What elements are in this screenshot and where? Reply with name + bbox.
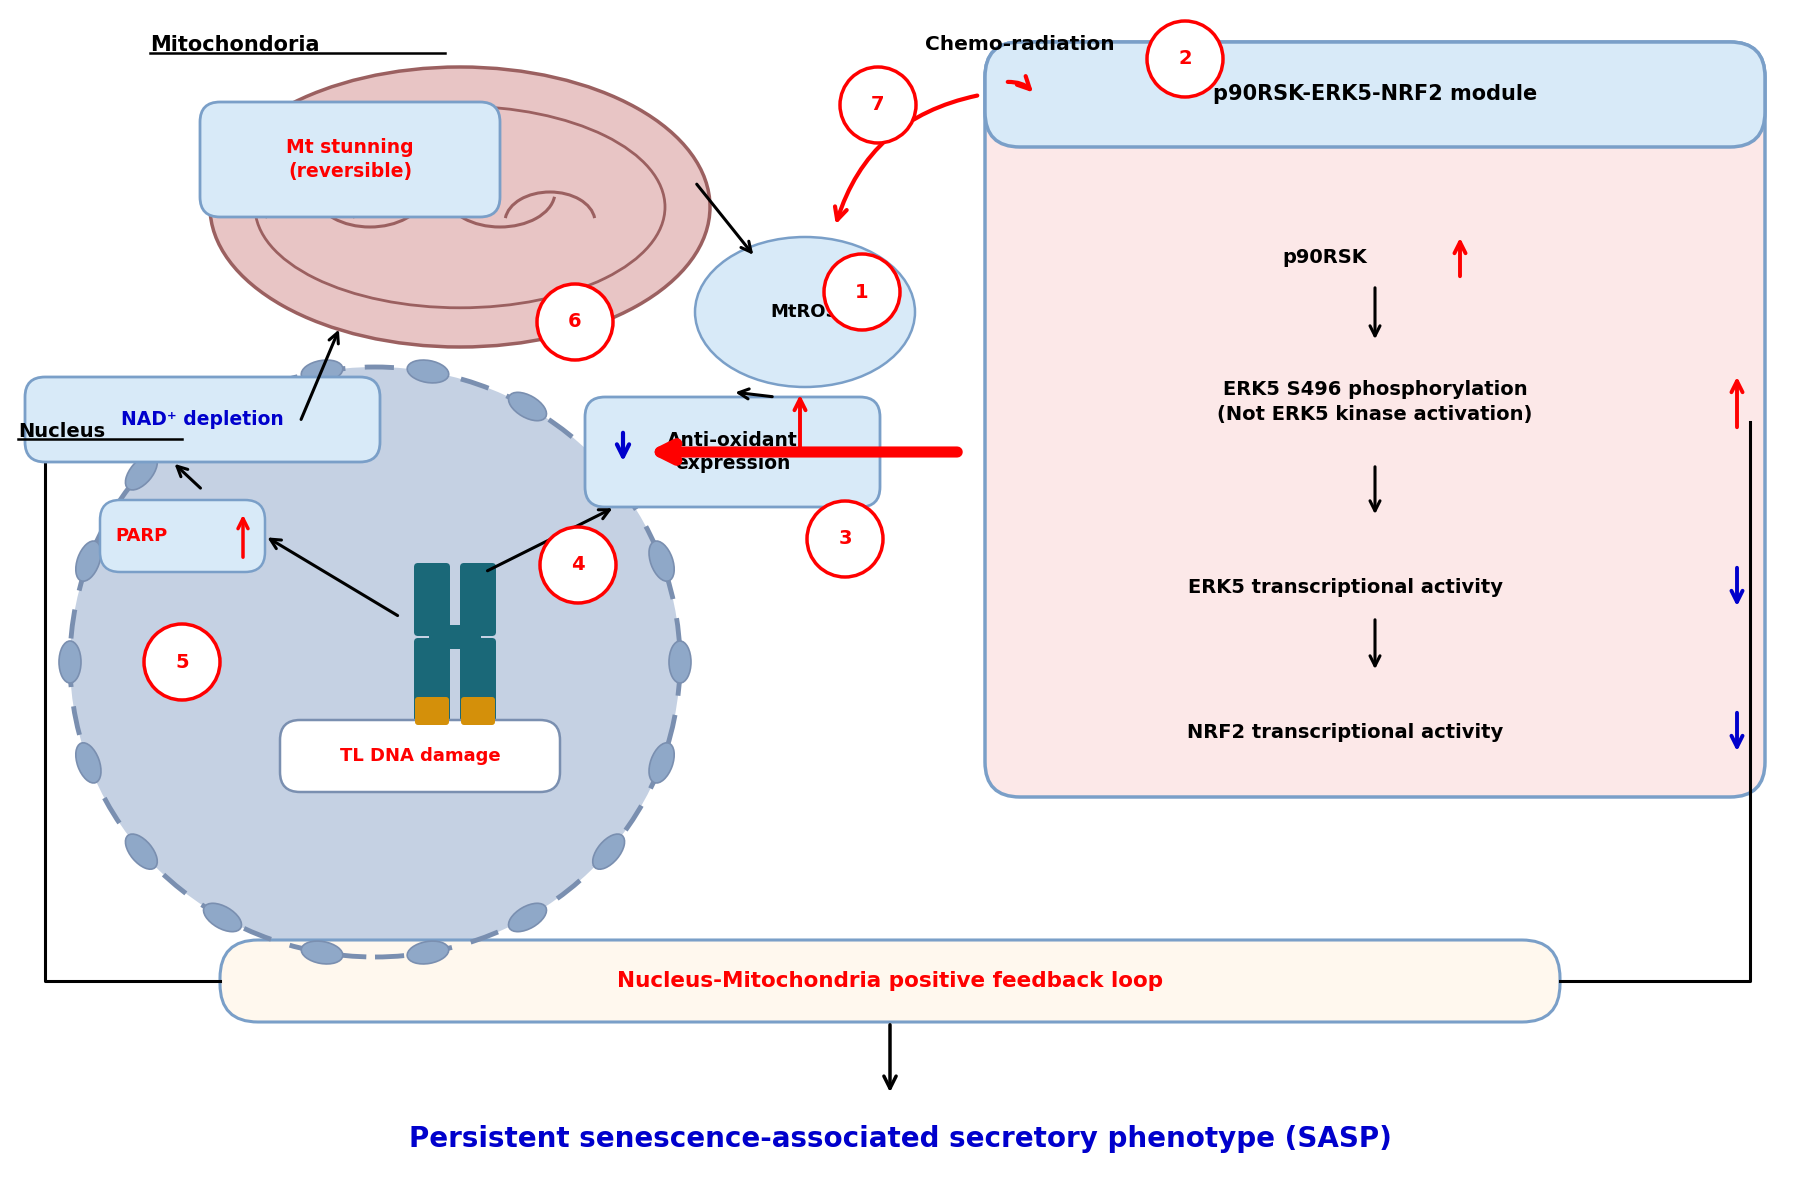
FancyBboxPatch shape	[985, 42, 1766, 147]
Ellipse shape	[203, 392, 241, 420]
Text: Nucleus: Nucleus	[18, 423, 104, 441]
Text: 3: 3	[839, 530, 851, 548]
Text: PARP: PARP	[115, 527, 167, 545]
Text: p90RSK-ERK5-NRF2 module: p90RSK-ERK5-NRF2 module	[1213, 85, 1537, 105]
Text: 4: 4	[571, 556, 585, 574]
Ellipse shape	[126, 834, 157, 869]
Ellipse shape	[76, 541, 101, 581]
Circle shape	[806, 501, 884, 577]
Ellipse shape	[203, 903, 241, 932]
Ellipse shape	[650, 541, 675, 581]
Ellipse shape	[407, 360, 448, 383]
Text: ERK5 transcriptional activity: ERK5 transcriptional activity	[1188, 578, 1503, 597]
FancyBboxPatch shape	[461, 638, 497, 726]
Circle shape	[540, 527, 616, 603]
Ellipse shape	[509, 903, 547, 932]
FancyBboxPatch shape	[585, 397, 880, 507]
FancyBboxPatch shape	[461, 563, 497, 636]
Ellipse shape	[211, 67, 709, 347]
Ellipse shape	[70, 367, 680, 957]
Ellipse shape	[650, 743, 675, 783]
Ellipse shape	[509, 392, 547, 420]
Circle shape	[1147, 21, 1222, 97]
Ellipse shape	[695, 237, 914, 387]
FancyBboxPatch shape	[416, 697, 448, 725]
Text: MtROS: MtROS	[770, 302, 839, 321]
FancyBboxPatch shape	[281, 720, 560, 792]
Ellipse shape	[126, 454, 157, 490]
Text: 6: 6	[569, 313, 581, 332]
FancyBboxPatch shape	[101, 500, 265, 572]
FancyBboxPatch shape	[428, 625, 481, 649]
Text: 1: 1	[855, 282, 869, 301]
Circle shape	[144, 624, 220, 700]
Text: 7: 7	[871, 95, 886, 114]
Text: Chemo-radiation: Chemo-radiation	[925, 35, 1114, 54]
Text: ERK5 S496 phosphorylation
(Not ERK5 kinase activation): ERK5 S496 phosphorylation (Not ERK5 kina…	[1217, 380, 1532, 424]
Text: NRF2 transcriptional activity: NRF2 transcriptional activity	[1186, 723, 1503, 742]
FancyBboxPatch shape	[200, 102, 500, 217]
Circle shape	[824, 254, 900, 330]
Ellipse shape	[592, 454, 625, 490]
Circle shape	[841, 67, 916, 142]
Ellipse shape	[301, 942, 342, 964]
Text: Mitochondoria: Mitochondoria	[149, 35, 320, 55]
Text: Nucleus-Mitochondria positive feedback loop: Nucleus-Mitochondria positive feedback l…	[617, 971, 1163, 991]
FancyBboxPatch shape	[25, 377, 380, 463]
Ellipse shape	[301, 360, 342, 383]
Text: TL DNA damage: TL DNA damage	[340, 747, 500, 765]
FancyBboxPatch shape	[220, 940, 1561, 1022]
Text: 2: 2	[1179, 49, 1192, 68]
Text: p90RSK: p90RSK	[1283, 247, 1368, 266]
FancyBboxPatch shape	[461, 697, 495, 725]
Circle shape	[536, 284, 614, 360]
Ellipse shape	[76, 743, 101, 783]
Text: Anti-oxidant
expression: Anti-oxidant expression	[668, 431, 797, 473]
FancyBboxPatch shape	[414, 563, 450, 636]
Text: Persistent senescence-associated secretory phenotype (SASP): Persistent senescence-associated secreto…	[409, 1125, 1391, 1153]
FancyBboxPatch shape	[414, 638, 450, 726]
Ellipse shape	[670, 641, 691, 683]
FancyBboxPatch shape	[985, 42, 1766, 797]
Ellipse shape	[592, 834, 625, 869]
Text: Mt stunning
(reversible): Mt stunning (reversible)	[286, 138, 414, 181]
Text: 5: 5	[175, 652, 189, 672]
Ellipse shape	[59, 641, 81, 683]
Text: NAD⁺ depletion: NAD⁺ depletion	[121, 410, 284, 428]
Ellipse shape	[407, 942, 448, 964]
